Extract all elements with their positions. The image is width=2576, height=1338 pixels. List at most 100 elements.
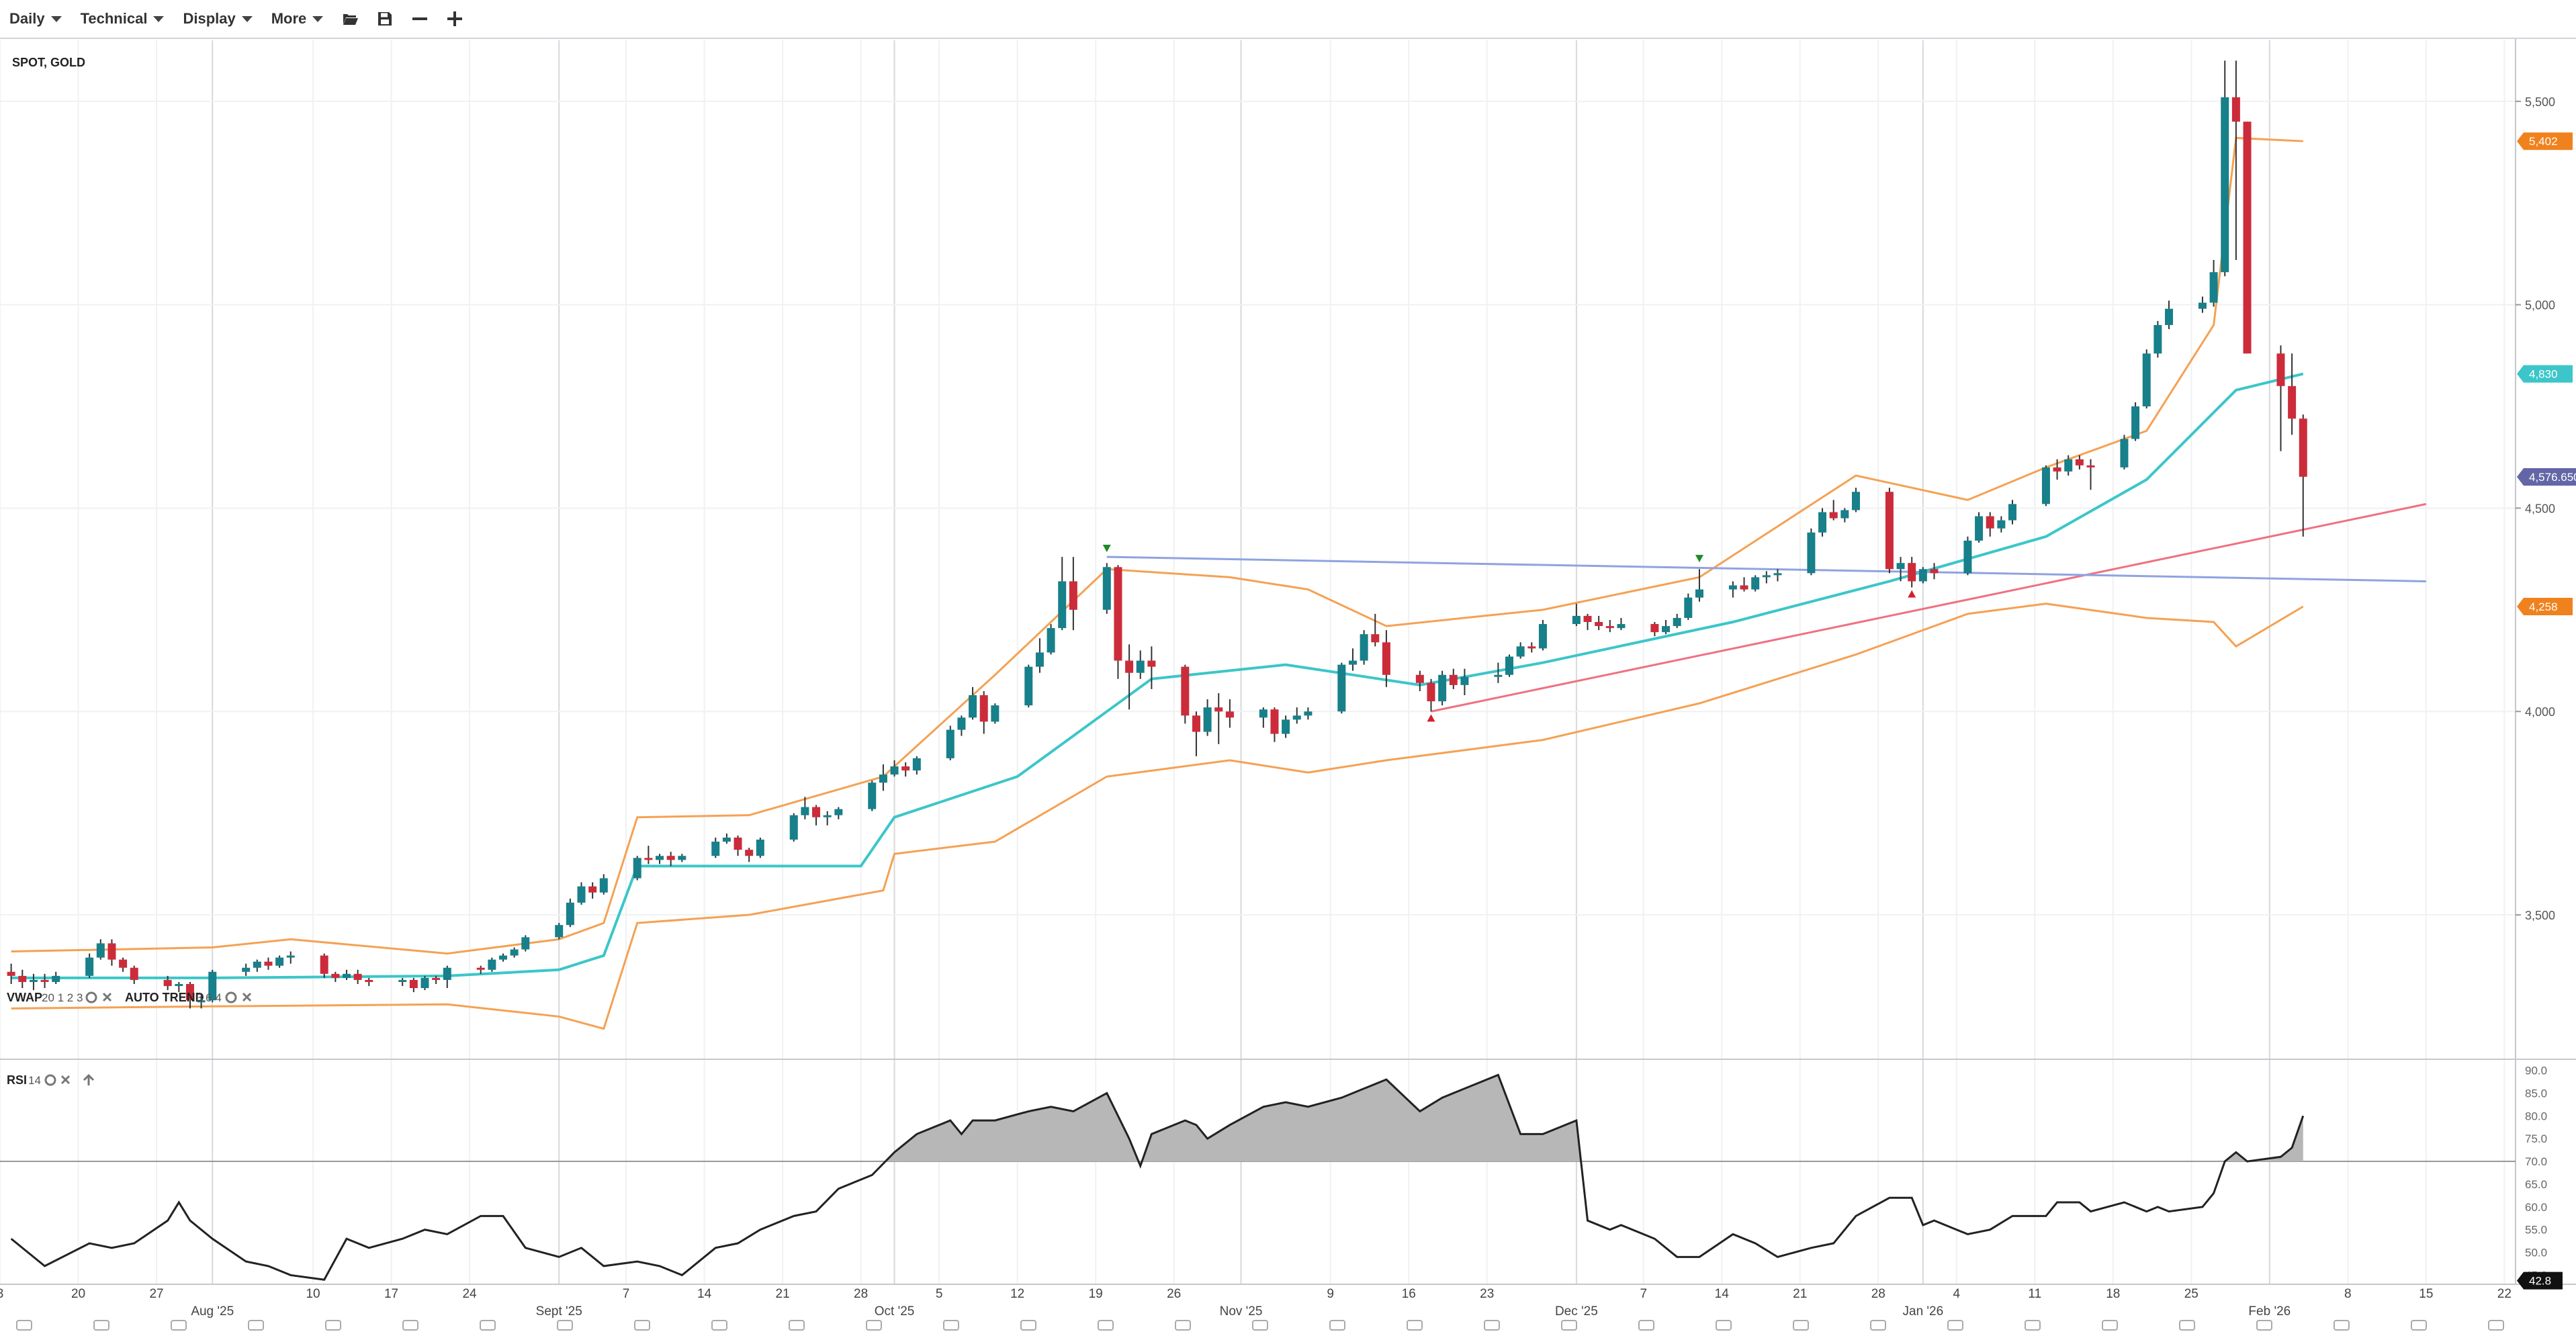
candle-body bbox=[197, 1000, 206, 1003]
candle-body bbox=[812, 807, 821, 817]
candle-body bbox=[1840, 510, 1849, 519]
candle bbox=[1136, 650, 1145, 679]
event-icon bbox=[789, 1320, 805, 1331]
rsi-move-up-button[interactable] bbox=[83, 1073, 95, 1085]
rsi-tick-label: 75.0 bbox=[2525, 1132, 2547, 1145]
candle bbox=[1662, 619, 1671, 635]
candle bbox=[1762, 571, 1771, 584]
date-tick-label: 25 bbox=[2184, 1287, 2199, 1301]
zoom-out-button[interactable] bbox=[402, 0, 437, 38]
date-tick-label: 26 bbox=[1167, 1287, 1181, 1301]
candle-body bbox=[353, 973, 362, 980]
candle bbox=[409, 977, 418, 993]
event-icon bbox=[2102, 1320, 2118, 1331]
candle bbox=[1259, 707, 1268, 728]
event-icon bbox=[1484, 1320, 1500, 1331]
date-tick-label: 23 bbox=[1480, 1287, 1494, 1301]
rsi-remove-button[interactable] bbox=[60, 1075, 71, 1085]
candle bbox=[1192, 711, 1200, 756]
event-icon bbox=[2334, 1320, 2350, 1331]
display-menu[interactable]: Display bbox=[173, 0, 261, 38]
candle bbox=[432, 975, 441, 984]
date-tick-label: 21 bbox=[1793, 1287, 1807, 1301]
rsi-tick-label: 65.0 bbox=[2525, 1178, 2547, 1191]
candle-body bbox=[1807, 532, 1816, 574]
vwap-remove-button[interactable] bbox=[102, 992, 112, 1002]
candle bbox=[1583, 613, 1592, 631]
price-chart[interactable]: 3,5004,0004,5005,0005,50045.050.055.060.… bbox=[0, 39, 2576, 1338]
candle bbox=[756, 837, 764, 858]
candle bbox=[734, 835, 742, 856]
candle bbox=[398, 977, 407, 987]
technical-menu[interactable]: Technical bbox=[71, 0, 174, 38]
candle-body bbox=[2075, 459, 2084, 465]
rsi-legend[interactable]: RSI 14 bbox=[7, 1073, 95, 1087]
candle bbox=[656, 854, 664, 864]
candle-body bbox=[1751, 577, 1760, 590]
candle-body bbox=[2008, 504, 2016, 521]
series-line bbox=[11, 372, 2304, 979]
rsi-settings-button[interactable] bbox=[44, 1074, 56, 1086]
rsi-legend-name: RSI bbox=[7, 1073, 27, 1087]
price-label-text: 4,258 bbox=[2529, 600, 2558, 613]
candle bbox=[2053, 459, 2061, 480]
candle bbox=[1728, 581, 1737, 598]
save-button[interactable] bbox=[367, 0, 402, 38]
candle bbox=[812, 805, 821, 826]
candle bbox=[1896, 557, 1905, 582]
candle bbox=[1986, 512, 1994, 537]
date-tick-label: 24 bbox=[462, 1287, 477, 1301]
date-tick-label: 8 bbox=[2344, 1287, 2352, 1301]
candle-body bbox=[320, 955, 328, 974]
candle bbox=[1595, 615, 1603, 631]
timeframe-menu[interactable]: Daily bbox=[0, 0, 71, 38]
candle bbox=[1460, 668, 1469, 696]
candle-body bbox=[1114, 567, 1122, 661]
candle-body bbox=[745, 850, 754, 856]
candle-body bbox=[2165, 308, 2174, 325]
candle bbox=[175, 981, 183, 993]
candle bbox=[979, 690, 988, 734]
vwap-legend[interactable]: VWAP 20 1 2 3 bbox=[7, 991, 112, 1004]
candle-body bbox=[1304, 711, 1313, 716]
autotrend-legend[interactable]: AUTO TREND 3 6 4 bbox=[125, 991, 252, 1004]
candle-body bbox=[969, 695, 977, 718]
open-button[interactable] bbox=[332, 0, 367, 38]
candle bbox=[286, 951, 295, 964]
price-label-tag bbox=[2517, 597, 2573, 615]
candle-body bbox=[1516, 646, 1525, 657]
price-label-text: 4,830 bbox=[2529, 368, 2558, 381]
price-label-tag bbox=[2517, 468, 2576, 486]
candle-body bbox=[1058, 581, 1067, 629]
axes: 3,5004,0004,5005,0005,50045.050.055.060.… bbox=[0, 95, 2555, 1331]
candle-body bbox=[868, 783, 877, 809]
candle bbox=[1617, 617, 1626, 631]
zoom-in-button[interactable] bbox=[437, 0, 472, 38]
vwap-settings-button[interactable] bbox=[85, 991, 97, 1004]
trend-markers bbox=[1102, 545, 1916, 722]
candle-body bbox=[1684, 597, 1693, 618]
autotrend-settings-button[interactable] bbox=[225, 991, 237, 1004]
autotrend-remove-button[interactable] bbox=[242, 992, 252, 1002]
candle-body bbox=[242, 967, 251, 972]
candle-body bbox=[2086, 465, 2095, 467]
candle-body bbox=[656, 856, 664, 860]
candle bbox=[52, 971, 60, 984]
more-menu[interactable]: More bbox=[262, 0, 333, 38]
save-icon bbox=[378, 12, 392, 26]
candle-body bbox=[1617, 624, 1626, 629]
candle-body bbox=[1371, 634, 1380, 643]
event-icon bbox=[248, 1320, 264, 1331]
candle bbox=[2041, 465, 2050, 506]
candle-body bbox=[756, 840, 764, 856]
candle bbox=[1035, 638, 1044, 673]
candle-body bbox=[957, 717, 966, 730]
candle-body bbox=[912, 758, 921, 771]
series-line bbox=[11, 136, 2303, 955]
candle-body bbox=[1851, 492, 1860, 510]
candle bbox=[1908, 557, 1916, 588]
event-icon bbox=[1175, 1320, 1191, 1331]
candle bbox=[957, 715, 966, 736]
candle bbox=[1125, 644, 1134, 710]
candle-body bbox=[2064, 459, 2073, 472]
